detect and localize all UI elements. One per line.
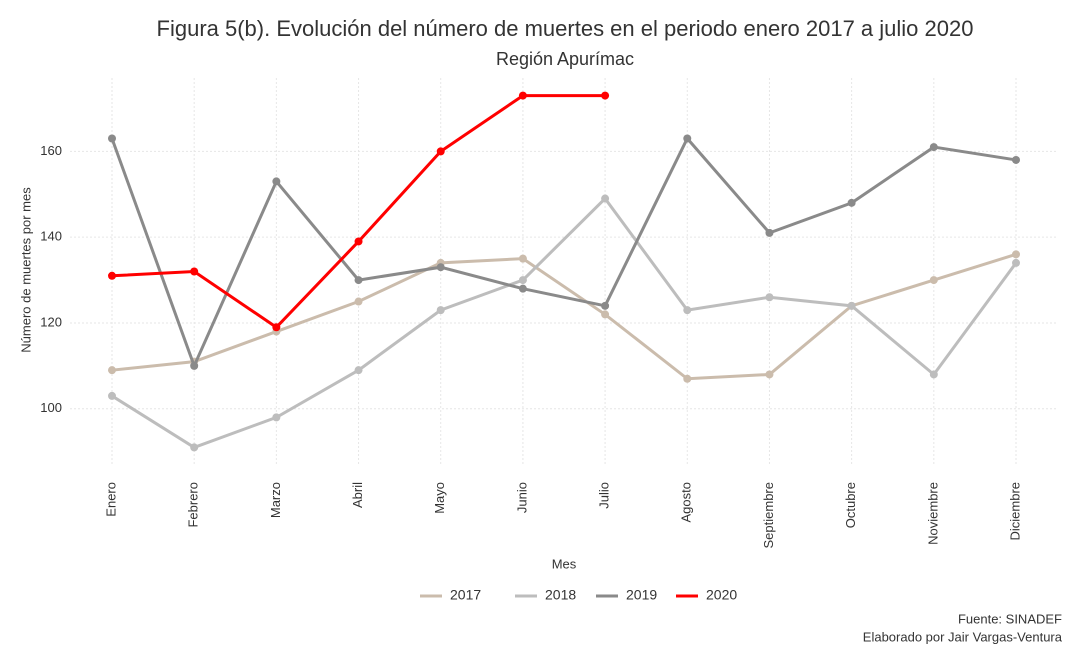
- x-tick-label: Febrero: [186, 482, 201, 528]
- x-tick-label: Marzo: [268, 482, 283, 518]
- data-point: [1012, 250, 1020, 259]
- data-point: [518, 284, 527, 293]
- data-point: [1012, 155, 1020, 164]
- data-point: [765, 370, 774, 379]
- y-tick-label: 120: [40, 314, 62, 329]
- data-point: [108, 134, 116, 143]
- data-point: [847, 301, 856, 310]
- data-point: [683, 374, 692, 383]
- data-point: [436, 147, 445, 156]
- x-tick-label: Junio: [514, 482, 529, 513]
- data-point: [190, 443, 199, 452]
- data-point: [929, 143, 938, 152]
- data-point: [354, 297, 363, 306]
- x-axis-label: Mes: [552, 556, 577, 571]
- x-tick-label: Agosto: [679, 482, 694, 522]
- data-point: [601, 91, 610, 100]
- data-point: [765, 228, 774, 237]
- data-point: [929, 276, 938, 285]
- data-point: [354, 237, 363, 246]
- x-tick-label: Octubre: [843, 482, 858, 528]
- data-point: [929, 370, 938, 379]
- y-tick-label: 140: [40, 229, 62, 244]
- data-point: [108, 271, 116, 280]
- data-point: [518, 91, 527, 100]
- legend-label: 2017: [450, 587, 481, 603]
- data-point: [190, 361, 199, 370]
- data-point: [272, 177, 281, 186]
- caption: Elaborado por Jair Vargas-Ventura: [863, 629, 1063, 644]
- legend-label: 2020: [706, 587, 737, 603]
- y-tick-label: 100: [40, 400, 62, 415]
- x-tick-label: Noviembre: [925, 482, 940, 545]
- data-point: [436, 263, 445, 272]
- legend-label: 2019: [626, 587, 657, 603]
- data-point: [1012, 258, 1020, 267]
- data-point: [601, 301, 610, 310]
- x-tick-label: Abril: [350, 482, 365, 508]
- data-point: [683, 306, 692, 315]
- x-tick-label: Diciembre: [1007, 482, 1022, 541]
- data-point: [765, 293, 774, 302]
- data-point: [108, 391, 116, 400]
- chart-title: Figura 5(b). Evolución del número de mue…: [157, 16, 974, 41]
- data-point: [354, 276, 363, 285]
- x-tick-label: Septiembre: [761, 482, 776, 548]
- y-axis-label: Número de muertes por mes: [18, 187, 33, 353]
- data-point: [108, 366, 116, 375]
- series-line: [110, 135, 1017, 370]
- data-point: [354, 366, 363, 375]
- data-point: [847, 198, 856, 207]
- data-point: [518, 254, 527, 263]
- data-point: [190, 267, 199, 276]
- data-point: [601, 194, 610, 203]
- data-point: [272, 413, 281, 422]
- x-tick-label: Mayo: [432, 482, 447, 514]
- data-point: [601, 310, 610, 319]
- data-point: [683, 134, 692, 143]
- legend-label: 2018: [545, 587, 576, 603]
- data-point: [436, 306, 445, 315]
- y-tick-label: 160: [40, 143, 62, 158]
- series-line: [111, 252, 1017, 381]
- chart-subtitle: Región Apurímac: [496, 49, 634, 69]
- data-point: [518, 276, 527, 285]
- caption: Fuente: SINADEF: [958, 611, 1062, 626]
- x-tick-label: Enero: [103, 482, 118, 517]
- x-tick-label: Julio: [597, 482, 612, 509]
- data-point: [272, 323, 281, 332]
- series-line: [111, 196, 1018, 450]
